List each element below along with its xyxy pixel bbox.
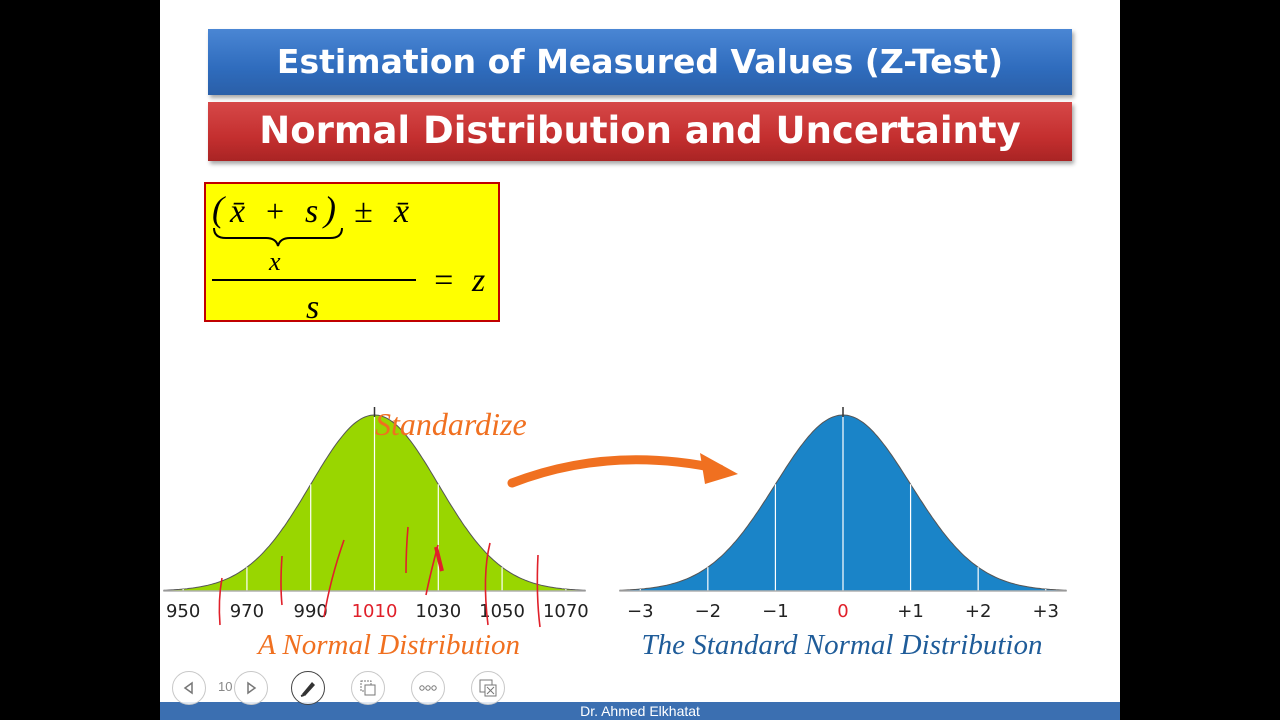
right-tick-label: −3 <box>627 601 654 622</box>
more-options-button[interactable] <box>411 671 445 705</box>
zoom-icon <box>479 679 497 697</box>
right-tick-label: +1 <box>897 601 924 622</box>
zoom-button[interactable] <box>471 671 505 705</box>
left-tick-label: 1050 <box>479 601 525 622</box>
ink-mark <box>280 555 283 606</box>
formula-plus-minus: ± <box>354 193 373 230</box>
left-tick-label: 950 <box>166 601 200 622</box>
right-caption: The Standard Normal Distribution <box>642 629 1043 661</box>
prev-slide-icon <box>183 681 193 695</box>
ink-mark <box>218 577 223 626</box>
pen-button[interactable] <box>291 671 325 705</box>
under-brace <box>213 227 343 247</box>
formula-z: z <box>471 262 485 299</box>
formula-equals: = <box>432 262 455 299</box>
ink-mark <box>434 546 444 572</box>
formula-close-paren: ) <box>322 189 336 229</box>
formula-s: s <box>305 193 318 230</box>
see-all-slides-button[interactable] <box>351 671 385 705</box>
normal-distribution-chart: 950 970 990 1010 1030 1050 1070 <box>163 407 589 622</box>
formula-xbar: x̄ <box>229 193 245 230</box>
formula-plus: + <box>264 193 286 229</box>
ink-annotations <box>218 526 541 628</box>
footer: Dr. Ahmed Elkhatat <box>160 702 1120 720</box>
ink-mark <box>323 539 345 618</box>
next-slide-icon <box>247 681 257 695</box>
slides-grid-icon <box>360 680 376 696</box>
formula-open-paren: ( <box>212 189 226 229</box>
left-tick-label: 970 <box>230 601 264 622</box>
left-tick-label: 1010 <box>352 601 398 622</box>
formula-xbar-2: x̄ <box>393 193 409 230</box>
z-formula-box: ( x̄ + s ) ± x̄ x s = z <box>204 182 500 322</box>
slide-subtitle: Normal Distribution and Uncertainty <box>208 102 1072 161</box>
standardize-arrowhead <box>700 453 738 484</box>
standardize-arrow <box>507 455 725 488</box>
right-tick-label: +2 <box>965 601 992 622</box>
left-tick-label: 1030 <box>415 601 461 622</box>
prev-slide-button[interactable] <box>172 671 206 705</box>
page-number: 10 <box>218 679 233 694</box>
next-slide-button[interactable] <box>234 671 268 705</box>
pen-icon <box>300 682 315 697</box>
slide: Estimation of Measured Values (Z-Test) N… <box>160 0 1120 720</box>
standardize-label: Standardize <box>375 406 527 442</box>
left-tick-label: 1070 <box>543 601 589 622</box>
right-tick-label: −2 <box>695 601 722 622</box>
left-caption: A Normal Distribution <box>256 629 520 661</box>
right-tick-label: 0 <box>837 601 848 622</box>
right-tick-label: +3 <box>1032 601 1059 622</box>
standard-normal-chart: −3 −2 −1 0 +1 +2 +3 <box>619 407 1067 622</box>
formula-denominator: s <box>306 289 319 320</box>
left-tick-label: 990 <box>294 601 328 622</box>
ink-mark <box>405 526 409 574</box>
ink-mark <box>484 542 491 626</box>
formula-brace-label: x <box>268 247 281 276</box>
ink-mark <box>536 554 541 628</box>
slide-title: Estimation of Measured Values (Z-Test) <box>208 29 1072 95</box>
z-formula: ( x̄ + s ) ± x̄ x s = z <box>212 189 485 320</box>
distribution-charts: 950 970 990 1010 1030 1050 1070 −3 −2 −1 0 +1 +2 +3 … <box>163 406 1067 661</box>
more-icon <box>419 685 437 691</box>
right-tick-label: −1 <box>762 601 789 622</box>
